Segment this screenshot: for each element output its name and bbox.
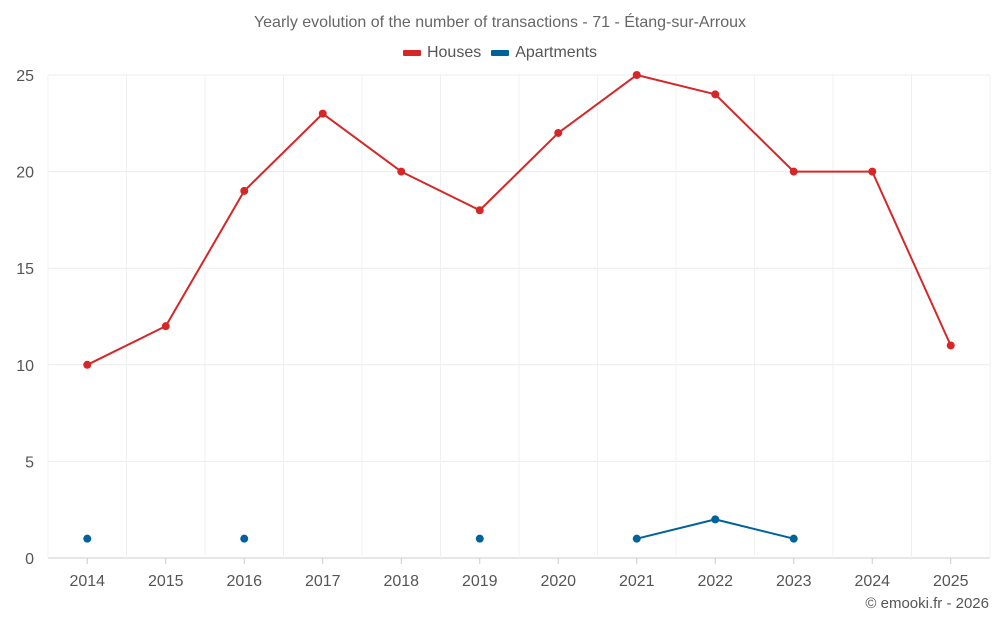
x-tick-label-2024: 2024: [854, 573, 890, 590]
legend-swatch-houses: [402, 50, 421, 56]
legend-swatch-apartments: [491, 50, 510, 56]
data-point-apartments-2021: [632, 534, 641, 543]
data-point-houses-2024: [868, 167, 877, 176]
data-point-houses-2023: [789, 167, 798, 176]
data-point-houses-2025: [946, 341, 955, 350]
x-tick-label-2016: 2016: [226, 573, 262, 590]
data-point-houses-2017: [318, 109, 327, 118]
chart-title: Yearly evolution of the number of transa…: [253, 14, 747, 31]
data-point-houses-2022: [711, 90, 720, 99]
series-line-apartments-0: [635, 518, 717, 540]
series-line-houses-2: [243, 112, 324, 192]
x-tick-label-2014: 2014: [69, 573, 105, 590]
data-point-houses-2021: [632, 71, 641, 79]
data-point-houses-2019: [475, 206, 484, 215]
series-line-houses-6: [557, 74, 638, 134]
data-point-apartments-2019: [475, 534, 484, 543]
data-point-houses-2016: [240, 186, 249, 195]
series-line-houses-10: [871, 170, 952, 347]
series-line-houses-3: [321, 112, 403, 173]
y-tick-label-5: 5: [25, 454, 34, 471]
series-line-houses-4: [400, 170, 481, 212]
data-point-houses-2014: [83, 360, 92, 369]
series-line-houses-0: [86, 325, 167, 366]
x-tick-label-2023: 2023: [776, 573, 812, 590]
data-point-houses-2018: [397, 167, 406, 176]
data-point-apartments-2016: [240, 534, 249, 543]
legend-item-apartments[interactable]: Apartments: [491, 44, 597, 62]
series-line-houses-7: [635, 74, 717, 96]
series-line-houses-8: [714, 93, 795, 173]
y-tick-label-0: 0: [25, 551, 34, 568]
data-point-houses-2015: [161, 322, 170, 331]
x-tick-label-2017: 2017: [305, 573, 341, 590]
chart-legend: Houses Apartments: [0, 44, 1000, 62]
data-point-apartments-2022: [711, 515, 720, 524]
data-point-apartments-2023: [789, 534, 798, 543]
legend-label-apartments: Apartments: [515, 44, 598, 61]
y-tick-label-15: 15: [16, 261, 34, 278]
x-tick-label-2020: 2020: [540, 573, 576, 590]
series-line-apartments-1: [714, 518, 795, 540]
series-line-houses-1: [164, 189, 246, 328]
y-tick-label-20: 20: [16, 165, 34, 182]
series-line-houses-5: [478, 131, 560, 212]
y-tick-label-25: 25: [16, 68, 34, 85]
copyright-credit: © emooki.fr - 2026: [865, 595, 989, 612]
legend-item-houses[interactable]: Houses: [402, 44, 482, 62]
x-tick-label-2019: 2019: [462, 573, 498, 590]
x-tick-label-2021: 2021: [619, 573, 655, 590]
x-tick-label-2025: 2025: [933, 573, 969, 590]
data-point-houses-2020: [554, 128, 563, 137]
x-tick-label-2018: 2018: [383, 573, 419, 590]
data-point-apartments-2014: [83, 534, 92, 543]
legend-label-houses: Houses: [426, 44, 482, 61]
x-tick-label-2022: 2022: [697, 573, 733, 590]
x-tick-label-2015: 2015: [148, 573, 184, 590]
y-tick-label-10: 10: [16, 358, 34, 375]
